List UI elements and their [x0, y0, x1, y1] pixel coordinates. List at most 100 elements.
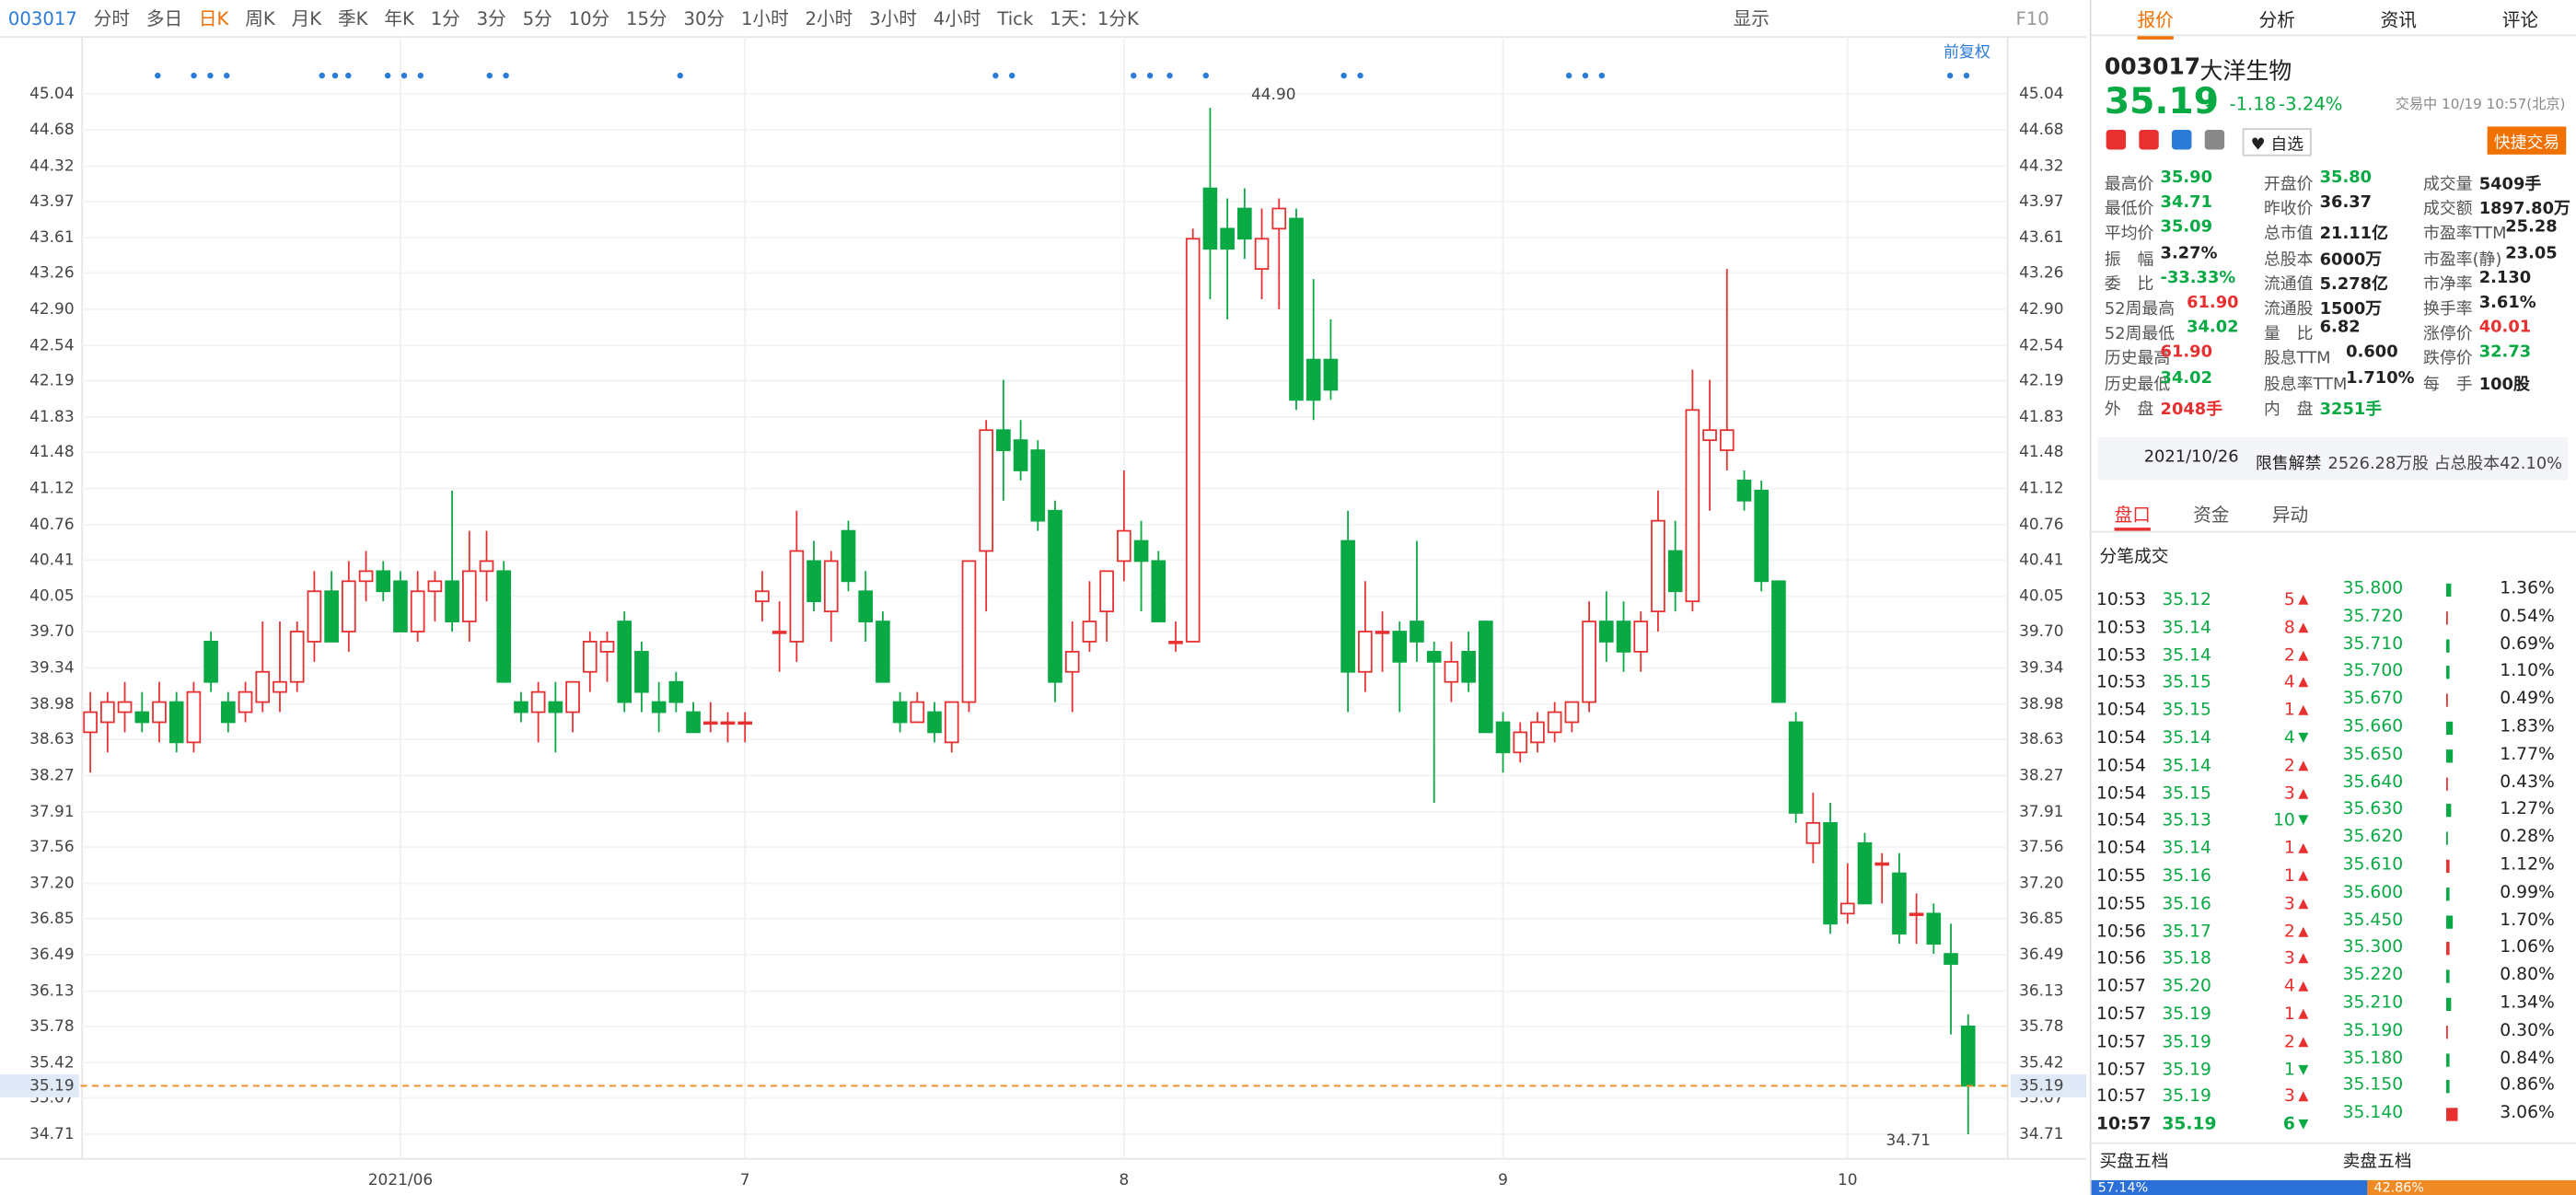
period-tab[interactable]: 1小时 [740, 7, 789, 30]
event-marker[interactable] [319, 72, 325, 79]
event-marker[interactable] [1202, 72, 1209, 79]
level-price: 35.630 [2342, 799, 2404, 819]
period-tab[interactable]: 年K [384, 7, 414, 30]
period-tab[interactable]: 5分 [522, 7, 552, 30]
action-icon[interactable] [2106, 130, 2127, 150]
period-tab[interactable]: 4小时 [933, 7, 981, 30]
y-tick-label-right: 43.61 [2019, 227, 2063, 246]
candle-body [1754, 489, 1770, 583]
action-icon[interactable] [2204, 130, 2225, 150]
candle-body [273, 680, 287, 693]
level-pct: 1.34% [2500, 992, 2555, 1013]
action-icon[interactable] [2172, 130, 2192, 150]
candle-body [1151, 560, 1166, 622]
period-tab[interactable]: 分时 [93, 7, 130, 30]
trade-time: 10:54 [2095, 727, 2146, 748]
event-marker[interactable] [345, 72, 352, 79]
period-tab[interactable]: 1天：1分K [1050, 7, 1139, 30]
trade-volume: 1 [2283, 700, 2295, 721]
sub-tab[interactable]: 资金 [2193, 505, 2230, 527]
level-pct: 1.10% [2500, 661, 2555, 681]
chart: 45.04 45.04 44.68 44.68 44.32 44.32 43.97 43.97… [0, 36, 2087, 1189]
candle-body [83, 711, 98, 734]
trade-direction: ▼ [2298, 729, 2309, 745]
event-marker[interactable] [1340, 72, 1347, 79]
field-value: 61.90 [2187, 294, 2239, 313]
period-tab[interactable]: 15分 [626, 7, 667, 30]
level-pct: 1.06% [2500, 937, 2555, 957]
event-marker[interactable] [331, 72, 339, 79]
event-marker[interactable] [992, 72, 999, 79]
event-marker[interactable] [1582, 72, 1589, 79]
field-label: 量 比 [2263, 325, 2314, 344]
period-tab[interactable]: Tick [997, 7, 1034, 29]
event-marker[interactable] [1565, 72, 1572, 79]
period-tab[interactable]: 周K [245, 7, 275, 30]
adjust-label[interactable]: 前复权 [1944, 42, 1990, 61]
period-tab[interactable]: 3小时 [869, 7, 917, 30]
action-icon[interactable] [2139, 130, 2159, 150]
event-marker[interactable] [191, 72, 197, 79]
event-marker[interactable] [1357, 72, 1363, 79]
period-tab[interactable]: 日K [198, 7, 229, 30]
price-arrow: ⬇ [2201, 90, 2222, 117]
event-marker[interactable] [1146, 72, 1154, 79]
trade-time: 10:57 [2095, 1114, 2152, 1135]
period-tab[interactable]: 1分 [430, 7, 460, 30]
event-marker[interactable] [677, 72, 683, 79]
event-marker[interactable] [384, 72, 391, 79]
display-menu[interactable]: 显示 [1733, 7, 1770, 30]
event-marker[interactable] [207, 72, 214, 79]
candle-body [1651, 519, 1665, 613]
candle-body [1616, 621, 1631, 653]
period-tab[interactable]: 季K [337, 7, 368, 30]
event-marker[interactable] [1166, 72, 1173, 79]
period-tab[interactable]: 10分 [568, 7, 610, 30]
period-tab[interactable]: 多日 [145, 7, 183, 30]
stock-code[interactable]: 003017 [7, 7, 77, 29]
event-marker[interactable] [1946, 72, 1954, 79]
period-tab[interactable]: 2小时 [805, 7, 853, 30]
trade-time: 10:56 [2095, 921, 2146, 942]
period-tab[interactable]: 3分 [476, 7, 506, 30]
panel-tab[interactable]: 评论 [2501, 9, 2538, 31]
candle-body [496, 570, 512, 683]
panel-tab[interactable]: 资讯 [2380, 9, 2417, 31]
panel-tab[interactable]: 报价 [2137, 6, 2174, 40]
trade-volume: 4 [2283, 727, 2295, 748]
trade-volume: 8 [2283, 617, 2295, 638]
event-marker[interactable] [417, 72, 424, 79]
sub-tab[interactable]: 盘口 [2114, 502, 2151, 531]
trade-time: 10:53 [2095, 617, 2146, 638]
period-tab[interactable]: 月K [291, 7, 322, 30]
period-tab[interactable]: 30分 [683, 7, 725, 30]
event-marker[interactable] [1009, 72, 1015, 79]
level-price: 35.710 [2342, 633, 2404, 654]
event-marker[interactable] [1598, 72, 1606, 79]
event-marker[interactable] [155, 72, 161, 79]
quick-trade-button[interactable]: 快捷交易 [2487, 126, 2567, 155]
trade-price: 35.15 [2162, 672, 2211, 693]
event-marker[interactable] [503, 72, 509, 79]
y-tick-label-right: 43.97 [2019, 191, 2063, 210]
event-marker[interactable] [400, 72, 408, 79]
y-tick-label-right: 35.78 [2019, 1016, 2063, 1035]
level-price: 35.450 [2342, 910, 2404, 930]
watch-button[interactable]: ♥ 自选 [2242, 128, 2312, 157]
candle-body [1048, 509, 1062, 683]
event-marker[interactable] [1963, 72, 1970, 79]
field-value: 2.130 [2478, 269, 2532, 288]
event-marker[interactable] [1131, 72, 1137, 79]
f10-button[interactable]: F10 [2015, 7, 2049, 29]
candle-body [1685, 409, 1700, 603]
field-value: 1500万 [2319, 300, 2383, 319]
candle-body [876, 621, 890, 683]
candle-body [134, 711, 150, 724]
trade-status: 交易中 10/19 10:57(北京) [2395, 97, 2566, 114]
event-marker[interactable] [224, 72, 230, 79]
sub-tab[interactable]: 异动 [2271, 505, 2309, 527]
bottom-line [2091, 1142, 2576, 1144]
event-marker[interactable] [486, 72, 493, 79]
field-value: 2048手 [2160, 400, 2223, 419]
panel-tab[interactable]: 分析 [2258, 9, 2295, 31]
